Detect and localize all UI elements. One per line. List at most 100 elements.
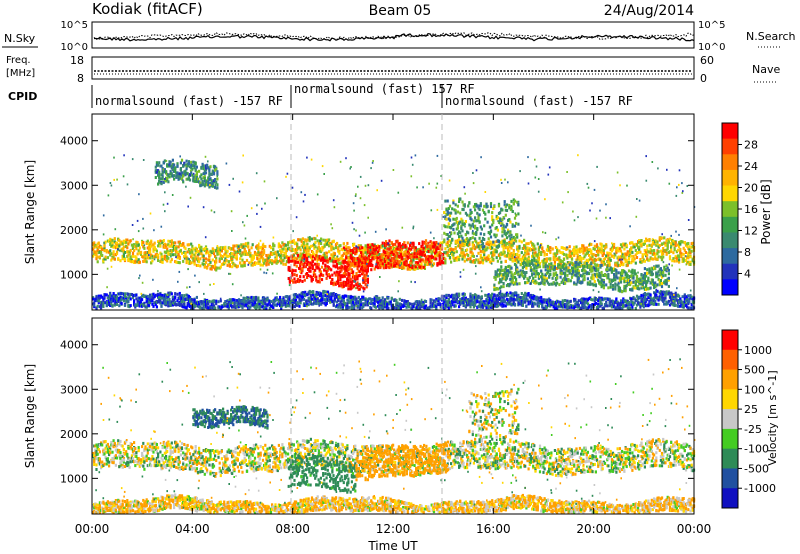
- power-cell: [288, 266, 291, 270]
- power-cell: [565, 263, 568, 267]
- power-cell: [502, 239, 505, 243]
- power-cell: [204, 171, 208, 175]
- power-cell: [538, 265, 542, 269]
- power-cell: [138, 296, 141, 300]
- power-cell: [171, 303, 174, 307]
- power-cell: [630, 246, 633, 250]
- power-cell: [532, 251, 535, 255]
- power-cell: [501, 273, 504, 277]
- power-cell: [406, 241, 409, 245]
- power-cell: [650, 249, 653, 253]
- power-cell: [602, 244, 605, 248]
- power-cell: [285, 255, 288, 259]
- power-cell: [627, 257, 631, 261]
- power-cell: [245, 252, 249, 256]
- power-cell: [394, 259, 397, 263]
- power-cell: [95, 257, 98, 261]
- power-cell: [549, 257, 552, 261]
- power-cell: [339, 261, 342, 265]
- power-cell: [515, 277, 518, 281]
- power-cell: [395, 249, 398, 253]
- power-cell: [167, 304, 170, 308]
- power-cell: [491, 255, 494, 259]
- power-cell: [516, 235, 519, 239]
- power-cell: [296, 244, 299, 248]
- power-cell: [162, 297, 165, 301]
- power-cell: [206, 179, 209, 183]
- power-cell: [633, 286, 636, 290]
- power-cell: [602, 280, 605, 284]
- power-cell: [656, 242, 659, 246]
- power-cell: [600, 247, 603, 251]
- power-cell: [231, 252, 234, 256]
- power-cell: [372, 244, 375, 248]
- power-cell: [152, 304, 155, 308]
- power-cell: [186, 259, 189, 263]
- power-cell: [219, 265, 222, 269]
- power-cell: [645, 285, 648, 288]
- power-cell: [350, 256, 353, 260]
- power-cell: [673, 259, 676, 263]
- power-cell: [256, 257, 259, 261]
- power-cell: [154, 253, 157, 257]
- power-cell: [428, 255, 431, 259]
- power-cell: [432, 241, 436, 245]
- power-cell: [381, 244, 384, 248]
- power-cell: [471, 246, 474, 250]
- power-cell: [523, 276, 526, 280]
- power-cell: [418, 242, 421, 246]
- power-cell: [361, 251, 364, 255]
- power-cell: [585, 262, 588, 265]
- power-cell: [243, 264, 246, 267]
- power-cell: [617, 286, 620, 290]
- power-cell: [190, 166, 193, 170]
- power-cell: [337, 246, 340, 250]
- power-cell: [646, 238, 649, 242]
- power-cell: [149, 295, 152, 299]
- power-cell: [656, 251, 659, 255]
- cpid-segment-1: normalsound (fast) -157 RF: [95, 94, 283, 108]
- power-cell: [495, 250, 498, 254]
- power-cell: [538, 245, 542, 249]
- power-cell: [581, 246, 584, 250]
- power-cell: [266, 257, 269, 261]
- power-cell: [450, 226, 453, 230]
- power-cell: [161, 301, 164, 305]
- power-cell: [428, 260, 431, 264]
- power-cell: [435, 257, 438, 261]
- power-cell: [316, 280, 319, 284]
- power-cell: [649, 273, 652, 276]
- power-cell: [463, 259, 466, 263]
- power-cell: [199, 181, 202, 185]
- power-cell: [126, 299, 129, 303]
- power-cell: [173, 177, 176, 181]
- power-cell: [369, 245, 372, 249]
- power-cell: [187, 162, 190, 166]
- power-cell: [267, 262, 270, 266]
- power-cell: [185, 167, 188, 171]
- power-cell: [177, 261, 180, 264]
- power-cell: [292, 248, 295, 252]
- power-cell: [105, 303, 108, 307]
- power-cell: [602, 286, 605, 290]
- power-cell: [333, 260, 336, 263]
- power-cell: [365, 245, 368, 249]
- power-cell: [157, 256, 160, 260]
- power-cell: [613, 278, 616, 282]
- power-cell: [134, 255, 137, 259]
- power-cell: [171, 245, 174, 249]
- power-cell: [161, 255, 164, 259]
- power-cell: [188, 178, 192, 182]
- power-cell: [152, 243, 155, 247]
- power-cell: [182, 296, 185, 300]
- power-cell: [361, 258, 364, 262]
- power-cell: [560, 280, 563, 284]
- power-cell: [326, 240, 330, 244]
- power-cell: [501, 226, 504, 230]
- power-cell: [447, 243, 450, 247]
- power-cell: [243, 247, 246, 251]
- power-cell: [177, 245, 180, 249]
- power-cell: [291, 273, 294, 277]
- power-cell: [489, 251, 493, 255]
- power-cell: [613, 276, 616, 280]
